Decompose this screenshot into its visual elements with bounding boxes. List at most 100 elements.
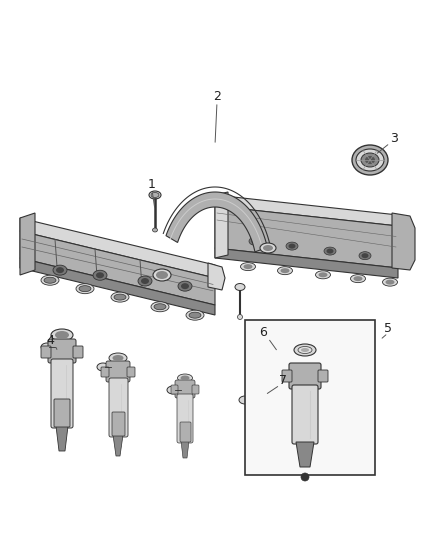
Ellipse shape: [324, 247, 336, 255]
Ellipse shape: [178, 281, 192, 291]
Ellipse shape: [298, 346, 312, 353]
FancyBboxPatch shape: [282, 370, 292, 382]
FancyBboxPatch shape: [106, 361, 130, 382]
Ellipse shape: [280, 268, 290, 273]
Ellipse shape: [365, 156, 375, 164]
Ellipse shape: [251, 239, 258, 244]
Ellipse shape: [356, 149, 384, 171]
Ellipse shape: [41, 275, 59, 285]
FancyBboxPatch shape: [127, 367, 135, 377]
Ellipse shape: [141, 278, 149, 284]
Ellipse shape: [244, 264, 252, 269]
FancyBboxPatch shape: [109, 378, 128, 437]
FancyBboxPatch shape: [192, 385, 199, 394]
Ellipse shape: [109, 353, 127, 363]
Ellipse shape: [51, 343, 63, 351]
Ellipse shape: [154, 304, 166, 310]
FancyBboxPatch shape: [101, 367, 109, 377]
Ellipse shape: [237, 314, 243, 319]
Ellipse shape: [361, 153, 379, 167]
Ellipse shape: [240, 263, 255, 271]
Ellipse shape: [149, 191, 161, 199]
Ellipse shape: [186, 310, 204, 320]
Ellipse shape: [76, 284, 94, 294]
Text: 1: 1: [148, 179, 156, 191]
FancyBboxPatch shape: [289, 363, 321, 389]
Text: 2: 2: [213, 91, 221, 103]
Ellipse shape: [152, 228, 158, 232]
Ellipse shape: [79, 286, 91, 292]
Polygon shape: [215, 206, 398, 268]
FancyBboxPatch shape: [245, 320, 375, 475]
Text: 6: 6: [259, 327, 267, 340]
FancyBboxPatch shape: [73, 346, 83, 358]
Ellipse shape: [107, 363, 119, 371]
FancyBboxPatch shape: [318, 370, 328, 382]
Polygon shape: [392, 213, 415, 270]
Ellipse shape: [56, 267, 64, 273]
FancyBboxPatch shape: [177, 394, 193, 443]
FancyBboxPatch shape: [41, 346, 51, 358]
Ellipse shape: [97, 363, 109, 371]
Ellipse shape: [315, 271, 331, 279]
Ellipse shape: [319, 391, 331, 399]
Polygon shape: [296, 442, 314, 467]
Ellipse shape: [385, 280, 395, 285]
Ellipse shape: [318, 272, 328, 277]
Ellipse shape: [189, 312, 201, 318]
Ellipse shape: [235, 284, 245, 290]
Ellipse shape: [263, 245, 273, 251]
Ellipse shape: [180, 376, 190, 381]
FancyBboxPatch shape: [112, 412, 125, 436]
Polygon shape: [215, 192, 228, 258]
FancyBboxPatch shape: [292, 385, 318, 444]
Polygon shape: [20, 231, 215, 305]
Polygon shape: [166, 192, 267, 252]
Polygon shape: [215, 195, 398, 226]
Ellipse shape: [93, 270, 107, 280]
Polygon shape: [56, 426, 68, 451]
Ellipse shape: [151, 192, 159, 198]
Ellipse shape: [181, 283, 189, 289]
Ellipse shape: [44, 277, 56, 283]
Text: 7: 7: [279, 374, 287, 386]
Ellipse shape: [286, 242, 298, 250]
FancyBboxPatch shape: [51, 359, 73, 428]
Ellipse shape: [294, 344, 316, 356]
Ellipse shape: [301, 473, 309, 481]
Ellipse shape: [177, 386, 189, 394]
Ellipse shape: [359, 252, 371, 260]
FancyBboxPatch shape: [48, 339, 76, 363]
Ellipse shape: [361, 253, 368, 258]
Ellipse shape: [113, 355, 124, 361]
Ellipse shape: [167, 386, 179, 394]
FancyBboxPatch shape: [175, 380, 195, 398]
Ellipse shape: [111, 292, 129, 302]
Polygon shape: [20, 258, 215, 315]
Polygon shape: [20, 218, 215, 278]
Ellipse shape: [352, 145, 388, 175]
Ellipse shape: [309, 391, 321, 399]
Ellipse shape: [55, 331, 69, 339]
FancyBboxPatch shape: [54, 399, 70, 427]
Polygon shape: [113, 435, 123, 456]
FancyBboxPatch shape: [171, 385, 178, 394]
Ellipse shape: [96, 272, 104, 278]
Ellipse shape: [289, 244, 296, 248]
Ellipse shape: [239, 396, 251, 404]
Ellipse shape: [41, 343, 53, 351]
Ellipse shape: [301, 348, 309, 352]
Ellipse shape: [151, 302, 169, 312]
Ellipse shape: [114, 294, 126, 300]
Polygon shape: [208, 263, 225, 290]
FancyBboxPatch shape: [180, 422, 191, 442]
Ellipse shape: [138, 276, 152, 286]
Ellipse shape: [53, 265, 67, 275]
Polygon shape: [215, 248, 398, 278]
Ellipse shape: [249, 396, 261, 404]
Ellipse shape: [353, 276, 363, 281]
Ellipse shape: [51, 329, 73, 341]
Ellipse shape: [326, 248, 333, 254]
Text: 4: 4: [46, 334, 54, 346]
Text: 3: 3: [390, 132, 398, 144]
